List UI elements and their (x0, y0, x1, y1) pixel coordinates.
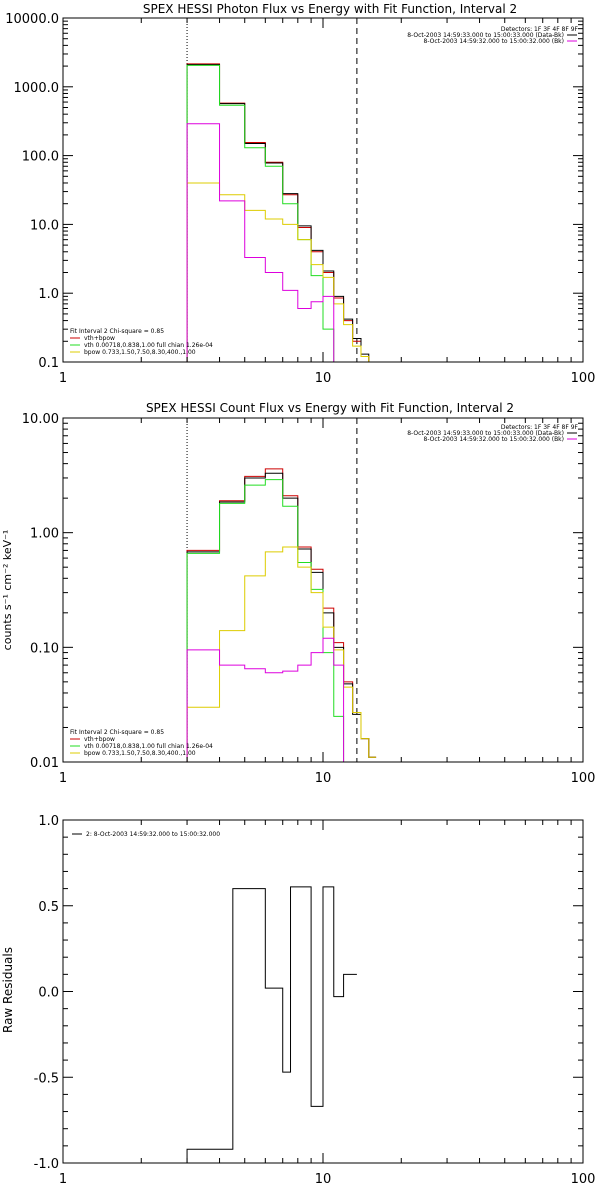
series-background-line (186, 123, 377, 362)
series-data-line (186, 472, 377, 762)
x-tick-label: 1 (59, 771, 67, 786)
photon-legend-topright: Detectors: 1F 3F 4F 8F 9F 8-Oct-2003 14:… (407, 26, 578, 45)
series-bpow-line (186, 546, 377, 762)
count-chart-title: SPEX HESSI Count Flux vs Energy with Fit… (146, 401, 514, 415)
legend-fit-interval: Fit Interval 2 Chi-square = 0.85 (70, 328, 164, 335)
count-legend-bottomleft: Fit Interval 2 Chi-square = 0.85 vth+bpo… (70, 729, 213, 757)
plot-clip-group (186, 418, 377, 762)
plot-clip-group (186, 18, 377, 362)
x-tick-label: 10 (315, 771, 332, 786)
legend-data-bk: 8-Oct-2003 14:59:33.000 to 15:00:33.000 … (407, 430, 564, 437)
photon-legend-bottomleft: Fit Interval 2 Chi-square = 0.85 vth+bpo… (70, 328, 213, 356)
residuals-panel: Raw Residuals 1 10 100 -1.0 -0.5 0.0 0.5 1.0 2:… (1, 814, 595, 1187)
y-tick-label: -1.0 (34, 1157, 59, 1172)
plot-clip-group (186, 886, 357, 1163)
x-tick-label: 10 (315, 371, 332, 386)
photon-axes: 1 10 100 0.1 1.0 10.0 100.0 1000.0 10000.0 (5, 12, 595, 386)
series-vth-plus-bpow-line (186, 63, 377, 362)
y-tick-label: 0.01 (30, 756, 59, 771)
legend-vth: vth 0.00718,0.838,1.00 full chian 1.26e-… (84, 342, 213, 349)
series-residual-line (186, 886, 357, 1163)
count-axes: 1 10 100 0.01 0.10 1.00 10.00 (22, 412, 596, 786)
series-vth-line (186, 64, 377, 362)
count-y-axis-label: counts s⁻¹ cm⁻² keV⁻¹ (1, 530, 14, 651)
legend-bk: 8-Oct-2003 14:59:32.000 to 15:00:32.000 … (424, 38, 565, 45)
photon-plot-area (186, 18, 377, 362)
count-plot-area (186, 418, 377, 762)
series-vth-plus-bpow-line (186, 468, 377, 762)
series-data-line (186, 64, 377, 362)
y-tick-label: 1.0 (38, 814, 59, 829)
y-tick-label: 1.00 (30, 527, 59, 542)
y-tick-label: 10000.0 (5, 12, 59, 27)
legend-vth: vth 0.00718,0.838,1.00 full chian 1.26e-… (84, 743, 213, 750)
x-tick-label: 1 (59, 1172, 67, 1187)
residuals-legend: 2: 8-Oct-2003 14:59:32.000 to 15:00:32.0… (72, 831, 220, 838)
residuals-axes: 1 10 100 -1.0 -0.5 0.0 0.5 1.0 (34, 814, 596, 1187)
legend-detectors: Detectors: 1F 3F 4F 8F 9F (501, 424, 579, 431)
legend-bpow: bpow 0.733,1.50,7.50,8.30,400.,1.00 (84, 349, 196, 356)
x-tick-label: 100 (571, 771, 596, 786)
y-tick-label: -0.5 (34, 1071, 59, 1086)
y-tick-label: 10.00 (22, 412, 59, 427)
y-tick-label: 0.1 (38, 356, 59, 371)
legend-bk: 8-Oct-2003 14:59:32.000 to 15:00:32.000 … (424, 436, 565, 443)
legend-fit-interval: Fit Interval 2 Chi-square = 0.85 (70, 729, 164, 736)
residuals-plot-area (186, 886, 357, 1163)
y-tick-label: 0.10 (30, 641, 59, 656)
series-background-line (186, 637, 377, 762)
residuals-y-axis-label: Raw Residuals (1, 947, 15, 1033)
photon-chart-title: SPEX HESSI Photon Flux vs Energy with Fi… (143, 2, 517, 16)
y-tick-label: 0.0 (38, 986, 59, 1001)
legend-residual: 2: 8-Oct-2003 14:59:32.000 to 15:00:32.0… (86, 831, 220, 838)
legend-vth-bpow: vth+bpow (84, 335, 115, 342)
y-tick-label: 1.0 (38, 287, 59, 302)
count-flux-panel: SPEX HESSI Count Flux vs Energy with Fit… (1, 401, 595, 786)
legend-vth-bpow: vth+bpow (84, 736, 115, 743)
series-vth-line (186, 479, 377, 762)
x-tick-label: 100 (571, 371, 596, 386)
x-tick-label: 100 (571, 1172, 596, 1187)
x-tick-label: 1 (59, 371, 67, 386)
legend-bpow: bpow 0.733,1.50,7.50,8.30,400.,1.00 (84, 750, 196, 757)
count-legend-topright: Detectors: 1F 3F 4F 8F 9F 8-Oct-2003 14:… (407, 424, 578, 443)
y-tick-label: 100.0 (22, 150, 59, 165)
series-bpow-line (186, 182, 377, 362)
legend-detectors: Detectors: 1F 3F 4F 8F 9F (501, 26, 579, 33)
y-tick-label: 0.5 (38, 900, 59, 915)
y-tick-label: 1000.0 (14, 81, 60, 96)
x-tick-label: 10 (315, 1172, 332, 1187)
y-tick-label: 10.0 (30, 218, 59, 233)
photon-flux-panel: SPEX HESSI Photon Flux vs Energy with Fi… (5, 2, 595, 386)
legend-data-bk: 8-Oct-2003 14:59:33.000 to 15:00:33.000 … (407, 32, 564, 39)
